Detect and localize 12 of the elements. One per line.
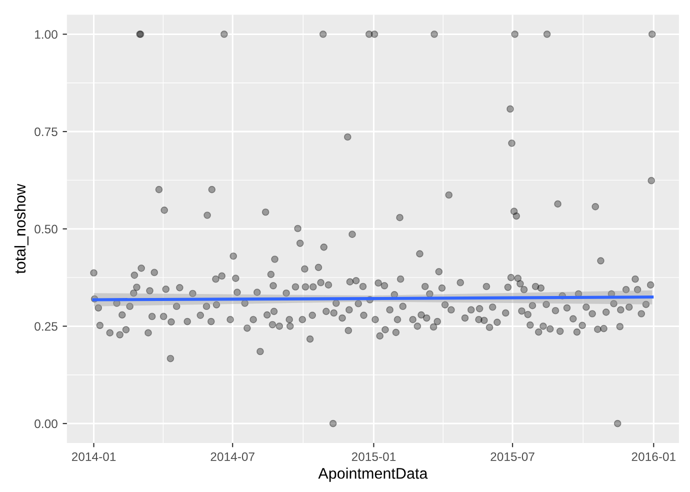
- y-tick-label: 0.00: [34, 419, 58, 428]
- x-tick-label: 2015-07: [490, 452, 534, 461]
- y-tick-label: 0.75: [34, 127, 58, 136]
- y-tick-label: 0.50: [34, 224, 58, 234]
- x-axis-title: ApointmentData: [318, 468, 428, 482]
- y-axis-title: total_noshow: [14, 184, 28, 274]
- y-tick-label: 0.25: [34, 322, 58, 331]
- x-tick-label: 2014-07: [210, 452, 254, 461]
- y-tick-label: 1.00: [35, 30, 58, 39]
- x-tick-label: 2014-01: [72, 452, 116, 461]
- x-tick-label: 2016-01: [632, 452, 676, 461]
- x-tick-label: 2015-01: [352, 452, 396, 461]
